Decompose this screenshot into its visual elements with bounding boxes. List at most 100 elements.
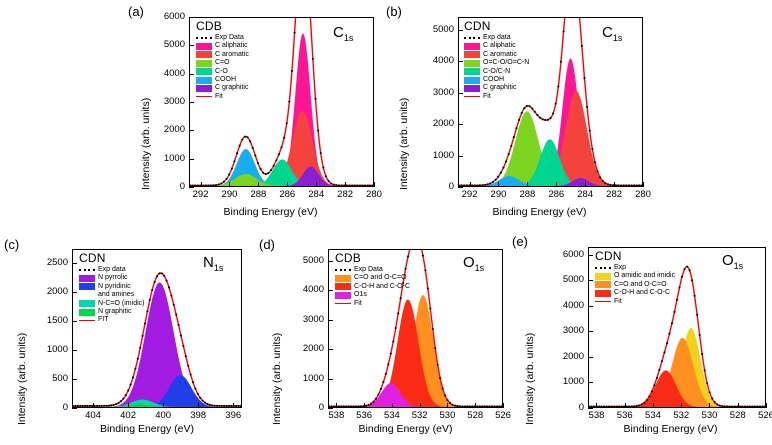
exp-data-point: [622, 184, 625, 186]
y-tick-mark: [588, 382, 593, 384]
legend-item[interactable]: C aromatic: [464, 51, 529, 59]
exp-data-point: [337, 405, 340, 407]
legend-item[interactable]: C aliphatic: [196, 42, 249, 51]
exp-data-point: [603, 405, 606, 407]
exp-data-point: [738, 405, 741, 407]
legend-item-label: C=O and O-C=O: [614, 280, 667, 288]
exp-data-point: [753, 405, 756, 407]
legend-item[interactable]: N graphitic: [79, 308, 144, 316]
y-tick-label: 4000: [163, 67, 185, 79]
legend-item[interactable]: Exp Data: [196, 34, 249, 42]
exp-data-point: [444, 394, 447, 397]
spectrum-component-n-c-o-imidic-: [73, 399, 241, 407]
x-tick-mark: [316, 182, 318, 187]
exp-data-point: [756, 405, 759, 407]
legend-item[interactable]: Exp data: [79, 266, 144, 274]
exp-data-point: [191, 184, 194, 186]
y-tick-mark: [189, 45, 194, 47]
panel-c-spectrum: [73, 272, 241, 407]
exp-data-point: [143, 322, 147, 325]
legend-item[interactable]: FIT: [79, 316, 144, 324]
legend-color-swatch: [196, 59, 212, 67]
legend-item[interactable]: C aromatic: [196, 51, 249, 59]
exp-data-point: [446, 399, 449, 402]
exp-data-point: [100, 404, 103, 407]
x-tick-label: 282: [337, 189, 354, 200]
legend-item[interactable]: Fit: [595, 298, 675, 306]
panel-c-legend: CDN Exp data N pyrrolic N pyridinic and ami…: [79, 252, 144, 325]
exp-data-point: [177, 323, 180, 327]
x-tick-label: 530: [701, 410, 718, 421]
legend-item[interactable]: C=O: [196, 59, 249, 67]
legend-item[interactable]: Fit: [196, 93, 249, 101]
legend-item[interactable]: O=C-O/O=C-N: [464, 59, 529, 67]
exp-data-point: [701, 353, 704, 356]
y-tick-label: 6000: [163, 11, 185, 22]
legend-item[interactable]: Exp: [595, 264, 675, 272]
x-tick-label: 528: [467, 410, 484, 421]
y-tick-label: 5000: [163, 39, 185, 51]
exp-data-point: [187, 364, 190, 367]
exp-data-point: [235, 404, 238, 407]
exp-data-point: [494, 178, 497, 181]
legend-item[interactable]: Exp Data: [335, 266, 410, 274]
exp-data-point: [638, 184, 641, 186]
legend-item-label: O1s: [354, 291, 367, 299]
legend-item-label: C-O-H and C-O-C: [614, 289, 671, 297]
exp-data-point: [465, 184, 468, 186]
exp-data-point: [711, 397, 714, 400]
exp-data-point: [728, 405, 731, 407]
exp-data-point: [686, 265, 689, 268]
panel-e-legend: CDN Exp O amidic and imidic C=O and O-C=O C…: [595, 250, 675, 306]
legend-item[interactable]: C graphitic: [196, 84, 249, 93]
legend-item[interactable]: Fit: [464, 93, 529, 101]
legend-item[interactable]: C-O-H and C-O-C: [595, 289, 675, 297]
x-tick-label: 280: [635, 189, 651, 200]
y-tick-mark: [588, 280, 593, 282]
exp-data-point: [620, 405, 623, 407]
legend-item[interactable]: O amidic and imidic: [595, 272, 675, 281]
exp-data-point: [129, 383, 132, 386]
panel-a-y-axis-label: Intensity (arb. units): [140, 97, 152, 190]
exp-data-point: [726, 405, 729, 407]
legend-item-label: FIT: [98, 316, 109, 324]
legend-item[interactable]: C-O-H and C-O-C: [335, 283, 410, 291]
exp-data-point: [199, 396, 202, 399]
exp-data-point: [394, 326, 397, 330]
exp-data-point: [552, 112, 555, 115]
exp-data-point: [397, 312, 400, 315]
exp-data-point: [179, 334, 183, 337]
legend-item[interactable]: C-O/C-N: [464, 68, 529, 76]
legend-item[interactable]: C=O and O-C=O: [335, 274, 410, 283]
legend-item[interactable]: N-C=O (imidic): [79, 300, 144, 308]
exp-data-point: [83, 404, 87, 407]
exp-data-point: [217, 183, 220, 186]
legend-item[interactable]: COOH: [196, 76, 249, 84]
legend-item[interactable]: Exp data: [464, 34, 529, 42]
exp-data-point: [211, 404, 214, 407]
panel-a-x-axis-label: Binding Energy (eV): [223, 206, 318, 218]
legend-item[interactable]: C graphitic: [464, 84, 529, 93]
x-tick-mark: [527, 182, 529, 187]
fit-line-icon: [464, 96, 480, 98]
legend-item[interactable]: Fit: [335, 300, 410, 308]
legend-item[interactable]: COOH: [464, 76, 529, 84]
legend-item[interactable]: N pyridinic: [79, 283, 144, 291]
legend-item[interactable]: C-O: [196, 68, 249, 76]
exp-data-point: [112, 403, 115, 406]
x-tick-label: 290: [490, 189, 507, 200]
legend-item[interactable]: N pyrrolic: [79, 274, 144, 283]
legend-item[interactable]: O1s: [335, 291, 410, 299]
exp-data-point: [194, 184, 197, 186]
y-tick-label: 1000: [432, 149, 454, 161]
x-tick-mark: [681, 403, 683, 408]
exp-data-point: [486, 183, 489, 186]
legend-item[interactable]: C=O and O-C=O: [595, 281, 675, 289]
y-tick-mark: [458, 29, 463, 31]
exp-data-point: [650, 390, 653, 393]
legend-item[interactable]: C aliphatic: [464, 42, 529, 51]
exp-data-point: [670, 322, 674, 325]
exp-data-point: [191, 381, 195, 384]
exp-data-point: [476, 184, 479, 186]
exp-data-point: [269, 169, 273, 172]
